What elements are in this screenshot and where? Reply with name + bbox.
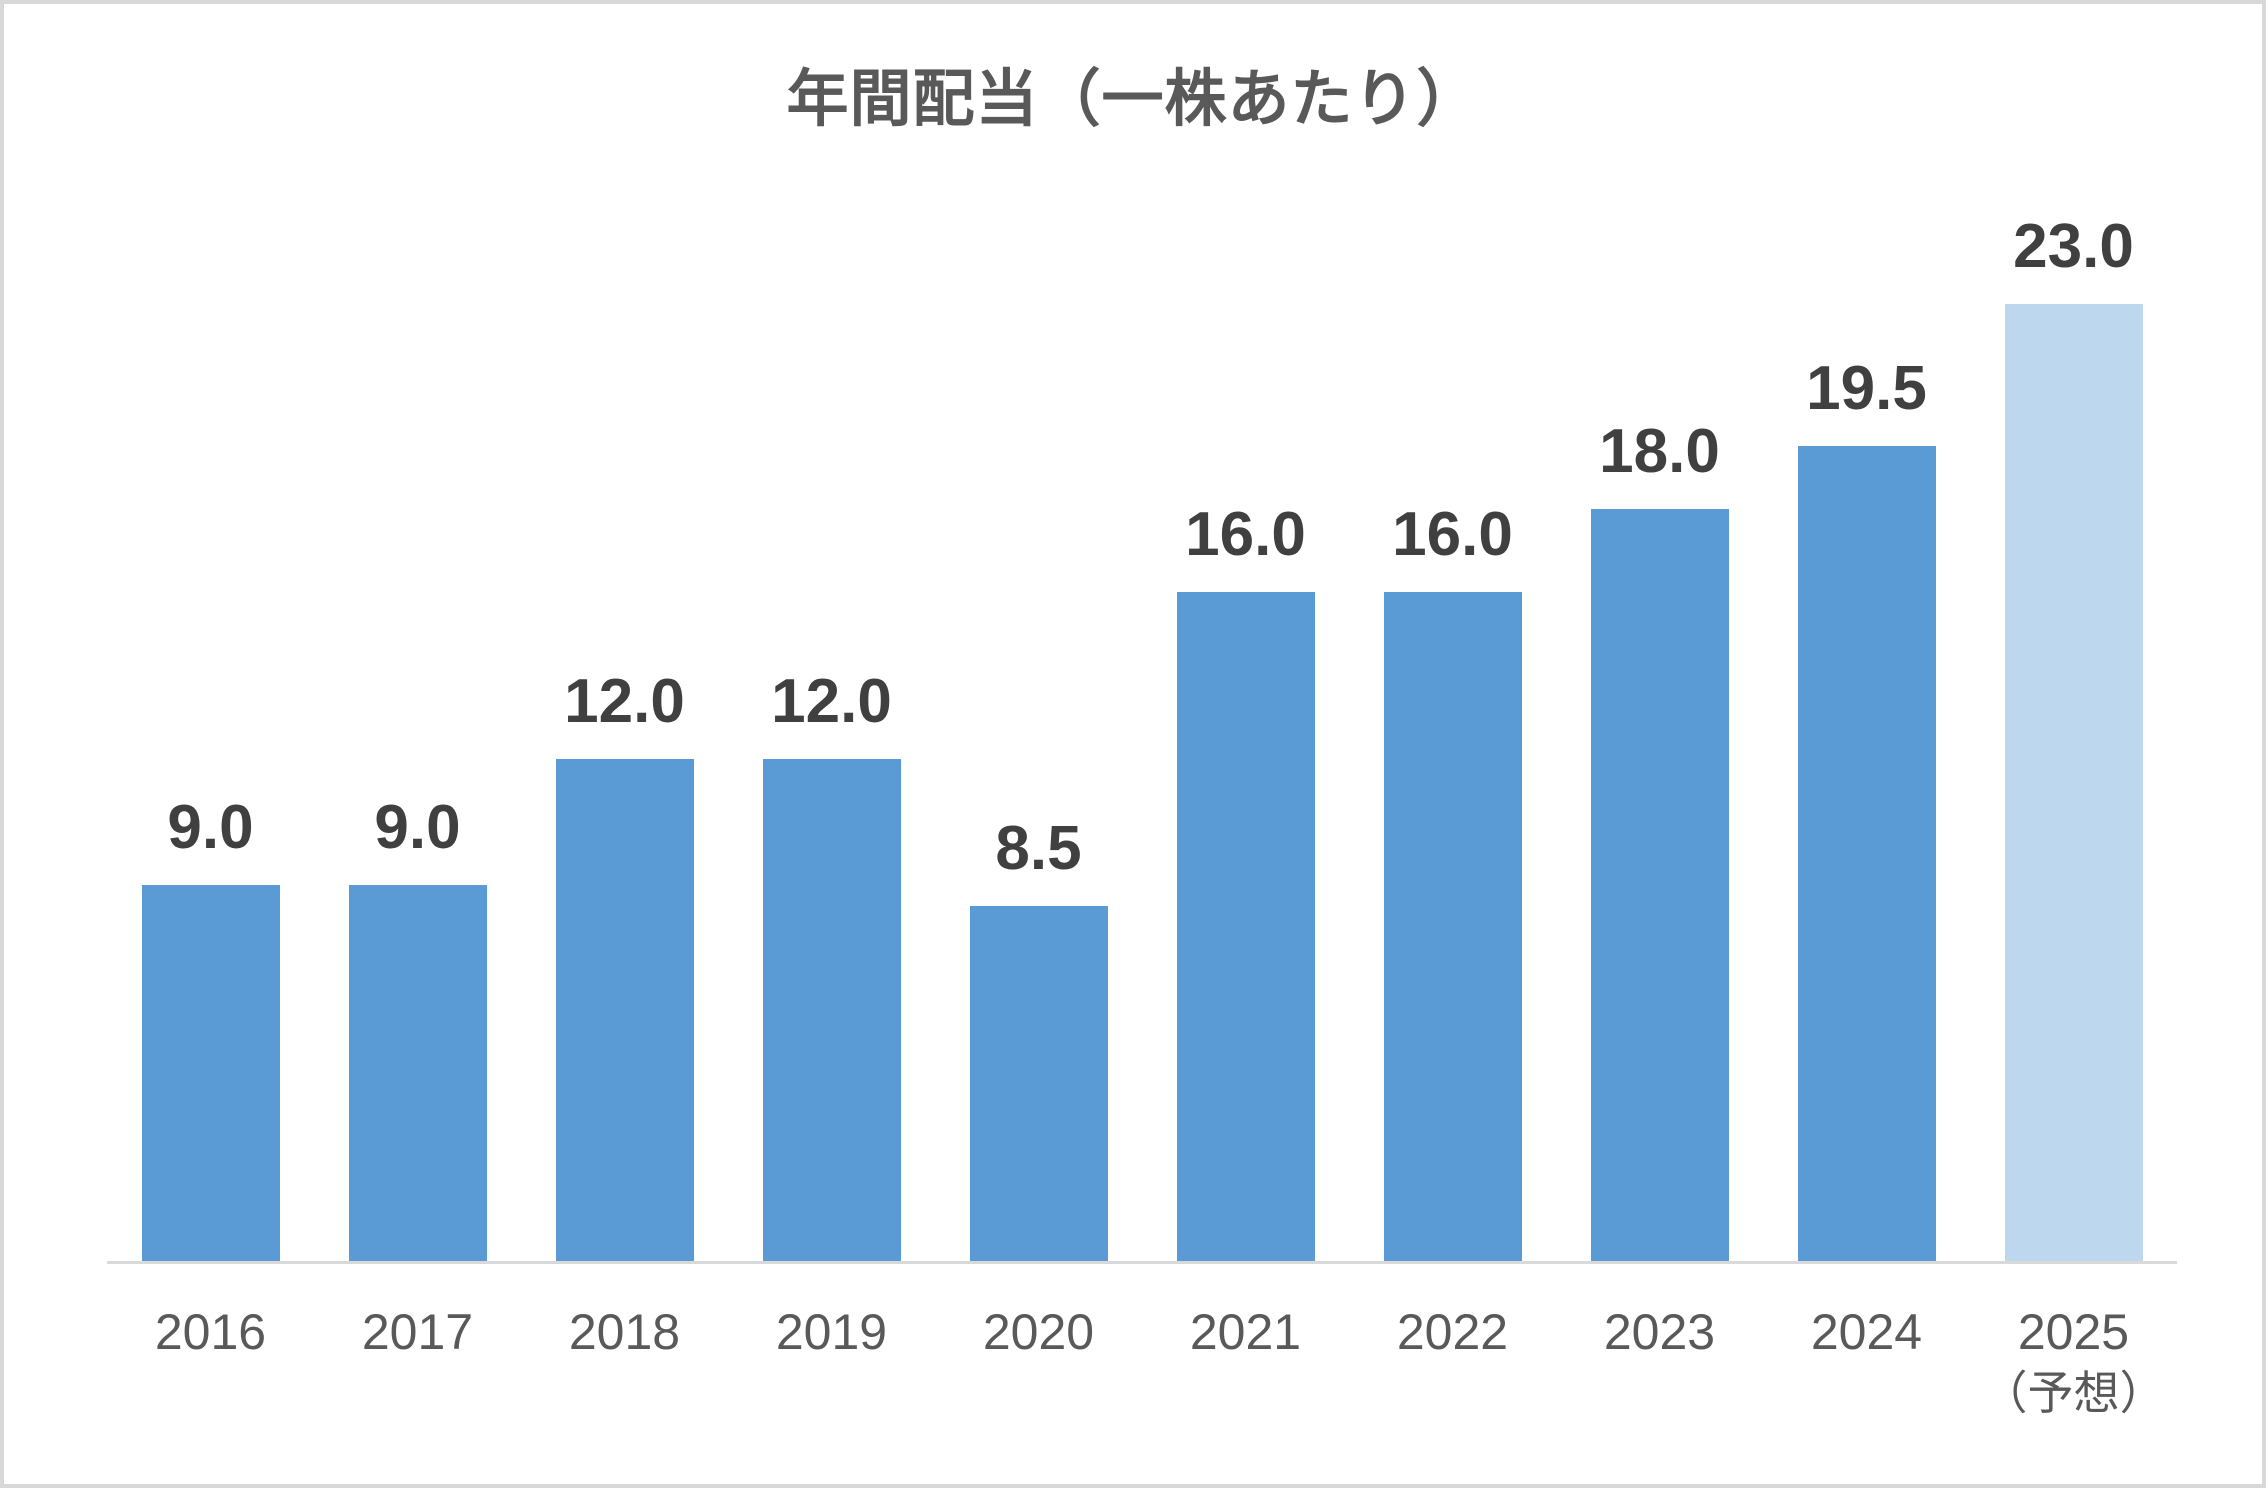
x-axis-label-2018: 2018 <box>521 1302 728 1424</box>
bar-column-2018: 12.0 <box>521 216 728 1261</box>
bar-column-2023: 18.0 <box>1556 216 1763 1261</box>
x-axis-year-text: 2019 <box>775 1304 888 1360</box>
bar-column-2022: 16.0 <box>1349 216 1556 1261</box>
plot-area: 9.0 9.0 12.0 12.0 8.5 16.0 16.0 18.0 19.5 23.0 <box>107 216 2177 1261</box>
x-axis-label-2020: 2020 <box>935 1302 1142 1424</box>
bar-2021 <box>1176 592 1315 1261</box>
forecast-note: （予想） <box>1981 1367 2166 1419</box>
x-axis-year-text: 2016 <box>154 1304 267 1360</box>
bar-value-label-2020: 8.5 <box>995 814 1082 883</box>
x-axis-label-row: 2016 2017 2018 2019 2020 2021 2022 2023 2024 2025… <box>107 1302 2177 1424</box>
x-axis-year-text: 2021 <box>1189 1304 1302 1360</box>
x-axis-label-2024: 2024 <box>1763 1302 1970 1424</box>
bar-column-2017: 9.0 <box>314 216 521 1261</box>
x-axis-year-text: 2018 <box>568 1304 681 1360</box>
bar-value-label-2021: 16.0 <box>1185 500 1306 569</box>
x-axis-label-2023: 2023 <box>1556 1302 1763 1424</box>
x-axis-label-2016: 2016 <box>107 1302 314 1424</box>
x-axis-year-text: 2017 <box>361 1304 474 1360</box>
bar-column-2025: 23.0 <box>1970 216 2177 1261</box>
x-axis-label-2019: 2019 <box>728 1302 935 1424</box>
bar-value-label-2022: 16.0 <box>1392 500 1513 569</box>
chart-title: 年間配当（一株あたり） <box>786 65 1480 134</box>
bar-value-label-2024: 19.5 <box>1806 354 1927 423</box>
bar-value-label-2025: 23.0 <box>2013 212 2134 281</box>
x-axis-year-text: 2020 <box>982 1304 1095 1360</box>
x-axis-year-text: 2023 <box>1603 1304 1716 1360</box>
bar-value-label-2017: 9.0 <box>374 793 461 862</box>
x-axis-year-text: 2024 <box>1810 1304 1923 1360</box>
x-axis-year-text: 2022 <box>1396 1304 1509 1360</box>
bar-value-label-2016: 9.0 <box>167 793 254 862</box>
x-axis-year-text: 2025 <box>2017 1304 2130 1360</box>
bar-column-2016: 9.0 <box>107 216 314 1261</box>
bar-2019 <box>762 759 901 1261</box>
bar-2017 <box>348 885 487 1261</box>
bar-column-2020: 8.5 <box>935 216 1142 1261</box>
bar-2025-forecast <box>2004 304 2143 1261</box>
x-axis-label-2025: 2025 （予想） <box>1970 1302 2177 1424</box>
bar-value-label-2023: 18.0 <box>1599 417 1720 486</box>
bar-2016 <box>141 885 280 1261</box>
bar-value-label-2019: 12.0 <box>771 667 892 736</box>
x-axis-label-2021: 2021 <box>1142 1302 1349 1424</box>
bar-column-2024: 19.5 <box>1763 216 1970 1261</box>
bar-2018 <box>555 759 694 1261</box>
x-axis-label-2017: 2017 <box>314 1302 521 1424</box>
bar-2022 <box>1383 592 1522 1261</box>
bar-column-2019: 12.0 <box>728 216 935 1261</box>
x-axis-line <box>107 1261 2177 1264</box>
bar-column-2021: 16.0 <box>1142 216 1349 1261</box>
bar-2020 <box>969 906 1108 1261</box>
bar-2023 <box>1590 509 1729 1261</box>
bar-value-label-2018: 12.0 <box>564 667 685 736</box>
bar-2024 <box>1797 446 1936 1261</box>
x-axis-label-2022: 2022 <box>1349 1302 1556 1424</box>
